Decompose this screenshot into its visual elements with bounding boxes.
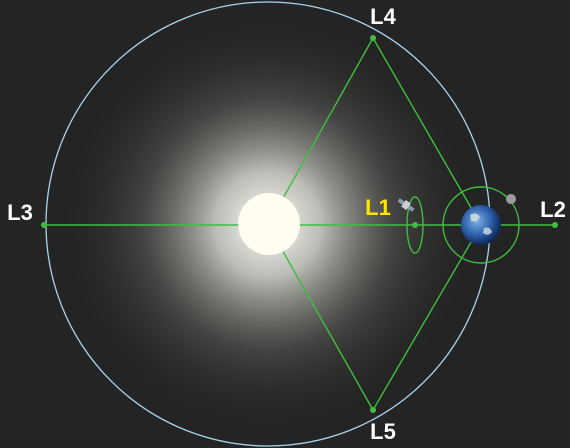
l5-point bbox=[370, 407, 376, 413]
l1-point bbox=[412, 222, 418, 228]
l2-point bbox=[552, 222, 558, 228]
sun bbox=[238, 193, 300, 255]
l5-earth-line bbox=[372, 224, 482, 411]
earth-clouds bbox=[470, 213, 492, 235]
lagrange-points bbox=[41, 35, 558, 413]
earth-orbit-ring bbox=[442, 186, 520, 264]
l3-label: L3 bbox=[7, 200, 33, 225]
l5-label: L5 bbox=[370, 419, 396, 444]
l2-label: L2 bbox=[540, 197, 566, 222]
sun-l4-line bbox=[267, 37, 374, 226]
earth bbox=[461, 205, 501, 245]
l4-label: L4 bbox=[370, 4, 396, 29]
sun-l5-line bbox=[267, 224, 374, 411]
l1-halo-orbit bbox=[406, 196, 424, 254]
l1-label: L1 bbox=[365, 195, 391, 220]
moon bbox=[506, 194, 516, 204]
l3-point bbox=[41, 222, 47, 228]
l4-point bbox=[370, 35, 376, 41]
l4-earth-line bbox=[372, 37, 482, 226]
satellite bbox=[397, 198, 415, 212]
